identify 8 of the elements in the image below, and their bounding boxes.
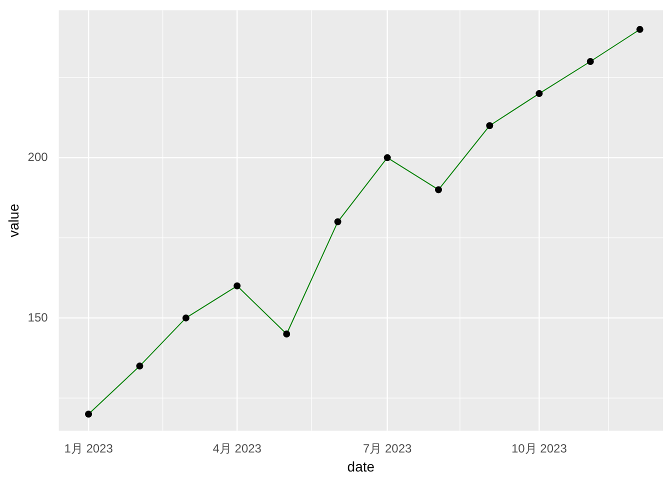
y-axis-title: value — [5, 204, 22, 238]
x-tick-label: 4月 2023 — [212, 441, 262, 456]
x-axis-title: date — [347, 458, 375, 474]
x-tick-label: 10月 2023 — [512, 441, 568, 456]
x-tick-label: 7月 2023 — [362, 441, 412, 456]
y-tick-label: 200 — [28, 150, 48, 164]
x-tick-label: 1月 2023 — [64, 441, 114, 456]
y-tick-label: 150 — [28, 310, 48, 324]
